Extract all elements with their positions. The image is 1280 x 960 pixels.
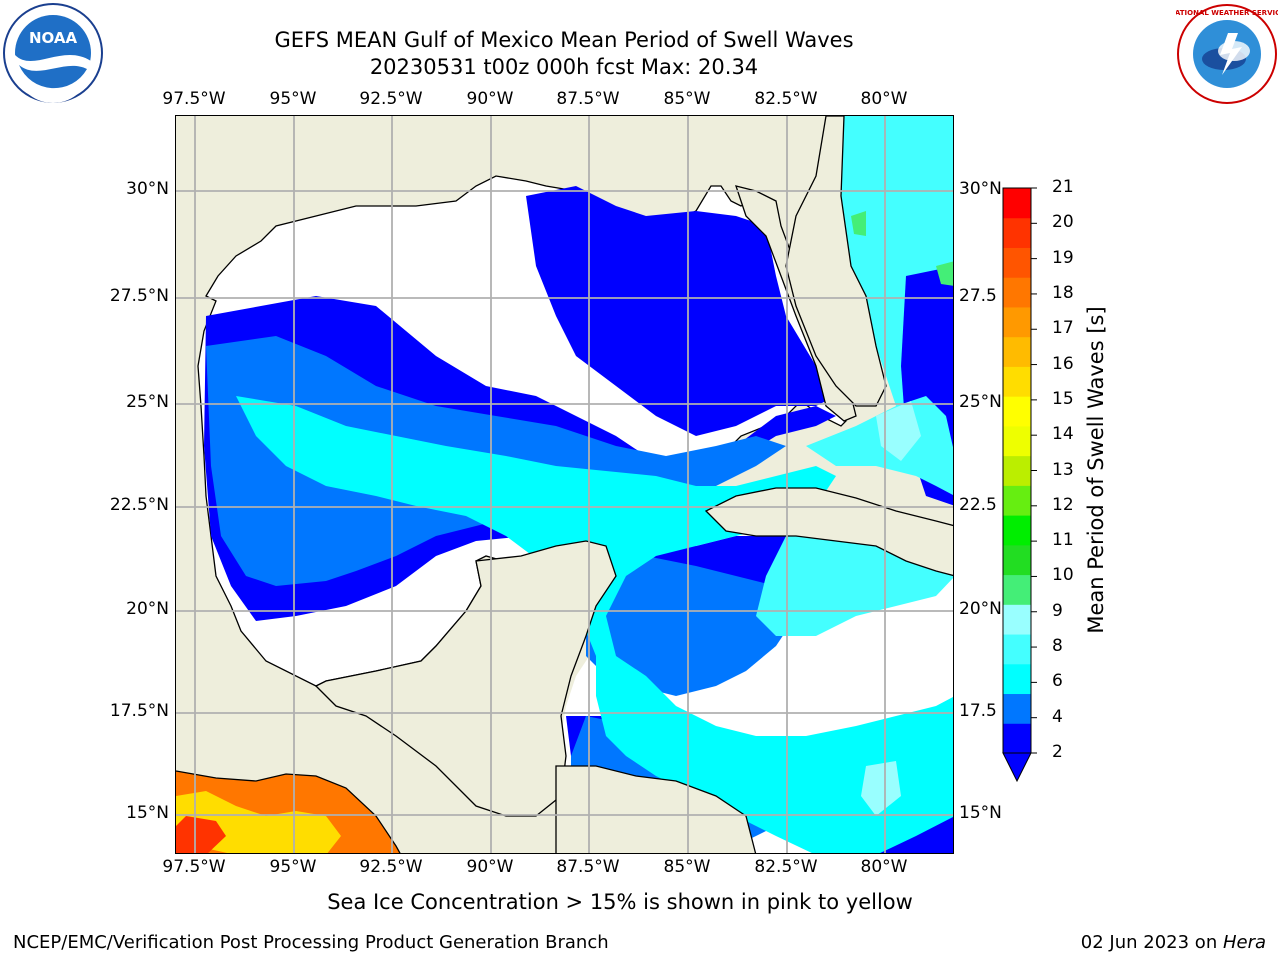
colorbar-tick-label: 8 — [1052, 636, 1063, 657]
colorbar-segment — [1003, 693, 1031, 724]
colorbar-segment — [1003, 723, 1031, 754]
colorbar-tick-label: 20 — [1052, 212, 1074, 233]
colorbar-tick-label: 17 — [1052, 318, 1074, 339]
footer-date: 02 Jun 2023 on Hera — [1081, 932, 1266, 953]
lat-label: 20°N — [959, 599, 1002, 619]
colorbar-tick-label: 13 — [1052, 459, 1074, 480]
colorbar-ticks — [1031, 187, 1037, 754]
map-panel — [175, 115, 954, 854]
lon-label: 80°W — [860, 857, 908, 877]
swell-pale-cyan — [861, 401, 921, 816]
lon-label: 90°W — [466, 857, 514, 877]
colorbar-segment — [1003, 485, 1031, 516]
lat-label: 22.5 — [959, 495, 997, 515]
swell-green — [851, 211, 953, 286]
colorbar-title: Mean Period of Swell Waves [s] — [1084, 306, 1108, 634]
noaa-logo: NOAA — [3, 3, 103, 103]
sea-ice-caption: Sea Ice Concentration > 15% is shown in … — [327, 890, 913, 914]
lat-label: 20°N — [126, 599, 169, 619]
footer-host: Hera — [1222, 932, 1266, 953]
colorbar-tick-label: 18 — [1052, 282, 1074, 303]
lat-label: 30°N — [959, 179, 1002, 199]
colorbar-segment — [1003, 247, 1031, 278]
colorbar-tick-label: 6 — [1052, 671, 1063, 692]
lon-label: 95°W — [269, 857, 317, 877]
colorbar-extend-arrow — [1002, 752, 1032, 783]
lon-label: 80°W — [860, 89, 908, 109]
lon-label: 87.5°W — [556, 89, 620, 109]
lon-label: 90°W — [466, 89, 514, 109]
lon-label: 85°W — [663, 89, 711, 109]
colorbar-segment — [1003, 455, 1031, 486]
colorbar-segment — [1003, 188, 1031, 219]
colorbar-segments — [1002, 188, 1032, 783]
colorbar-tick-label: 21 — [1052, 177, 1074, 197]
lon-label: 97.5°W — [162, 857, 226, 877]
nws-logo-text: NATIONAL WEATHER SERVICE — [1176, 9, 1278, 17]
colorbar-tick-label: 14 — [1052, 424, 1074, 445]
lat-label: 17.5°N — [109, 701, 169, 721]
colorbar-segment — [1003, 515, 1031, 546]
colorbar-segment — [1003, 366, 1031, 397]
colorbar-tick-label: 15 — [1052, 388, 1074, 409]
lon-label: 82.5°W — [754, 89, 818, 109]
colorbar-tick-label: 12 — [1052, 494, 1074, 515]
colorbar-segment — [1003, 544, 1031, 576]
lon-label: 87.5°W — [556, 857, 620, 877]
chart-title: GEFS MEAN Gulf of Mexico Mean Period of … — [274, 28, 854, 52]
pacific-coast — [176, 770, 401, 853]
colorbar-segment — [1003, 217, 1031, 248]
colorbar-tick-label: 10 — [1052, 565, 1074, 586]
nws-logo: NATIONAL WEATHER SERVICE — [1176, 4, 1278, 104]
chart-subtitle: 20230531 t00z 000h fcst Max: 20.34 — [369, 55, 759, 79]
map-canvas — [176, 116, 953, 853]
colorbar-tick-label: 4 — [1052, 706, 1063, 727]
lon-label: 92.5°W — [359, 89, 423, 109]
footer-credit: NCEP/EMC/Verification Post Processing Pr… — [13, 932, 609, 953]
colorbar-segment — [1003, 277, 1031, 308]
lat-label: 30°N — [126, 179, 169, 199]
colorbar-tick-label: 19 — [1052, 247, 1074, 268]
lon-label: 95°W — [269, 89, 317, 109]
lat-label: 22.5°N — [109, 495, 169, 515]
lat-label: 25°N — [126, 392, 169, 412]
florida-peninsula — [785, 116, 887, 407]
colorbar — [1002, 187, 1037, 783]
colorbar-segment — [1003, 663, 1031, 695]
colorbar-tick-label: 2 — [1052, 742, 1063, 762]
colorbar-segment — [1003, 396, 1031, 427]
lat-label: 17.5 — [959, 701, 997, 721]
graticule — [176, 116, 953, 853]
footer-date-text: 02 Jun 2023 on — [1080, 932, 1223, 953]
lat-label: 15°N — [126, 803, 169, 823]
lat-label: 25°N — [959, 392, 1002, 412]
colorbar-tick-label: 11 — [1052, 530, 1074, 551]
colorbar-segment — [1003, 336, 1031, 367]
colorbar-segment — [1003, 604, 1031, 635]
colorbar-tick-label: 16 — [1052, 353, 1074, 374]
lon-label: 92.5°W — [359, 857, 423, 877]
cuba-land — [704, 487, 953, 577]
lon-label: 97.5°W — [162, 89, 226, 109]
colorbar-segment — [1003, 425, 1031, 457]
central-america-land — [555, 765, 757, 853]
colorbar-tick-label: 9 — [1052, 600, 1063, 621]
pacific-ice-red — [176, 816, 226, 853]
lon-label: 85°W — [663, 857, 711, 877]
colorbar-segment — [1003, 634, 1031, 665]
lon-label: 82.5°W — [754, 857, 818, 877]
lat-label: 27.5 — [959, 286, 997, 306]
lat-label: 27.5°N — [109, 286, 169, 306]
lat-label: 15°N — [959, 803, 1002, 823]
noaa-logo-text: NOAA — [29, 29, 78, 47]
colorbar-segment — [1003, 306, 1031, 338]
colorbar-segment — [1003, 574, 1031, 605]
